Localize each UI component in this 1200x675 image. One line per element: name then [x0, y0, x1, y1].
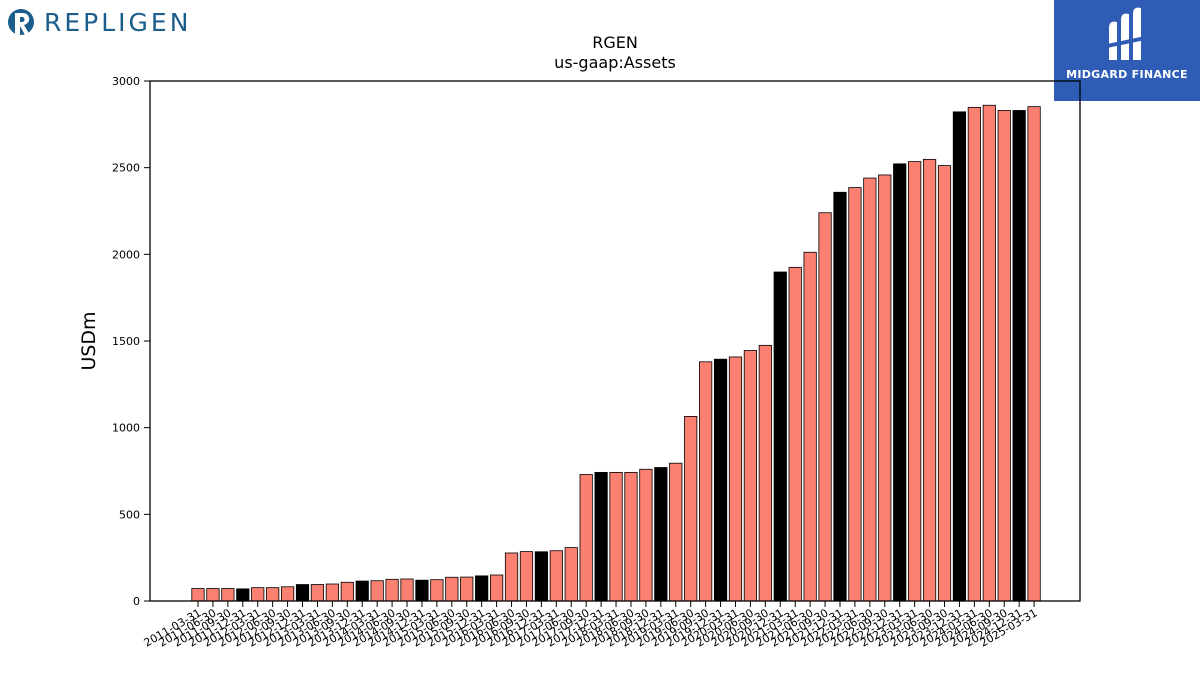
bar-2018-03-31 — [609, 471, 623, 602]
bar-2014-09-30 — [400, 578, 414, 602]
bar-2015-09-30 — [460, 576, 474, 602]
bar-2017-09-30 — [579, 474, 593, 602]
y-tick-label: 2500 — [112, 162, 140, 175]
bar-2019-12-31 — [713, 358, 728, 602]
bar-2016-09-30 — [519, 551, 534, 602]
midgard-mark-icon — [1107, 7, 1145, 61]
bar-2013-03-31 — [310, 584, 325, 602]
y-tick-label: 500 — [119, 508, 140, 521]
bar-2018-09-30 — [639, 468, 653, 602]
bar-2023-09-30 — [937, 165, 952, 602]
bar-2018-06-30 — [624, 471, 638, 602]
bar-2012-12-31 — [295, 584, 310, 602]
y-tick-label: 0 — [133, 595, 140, 608]
y-tick-label: 1000 — [112, 422, 140, 435]
bar-2017-06-30 — [564, 547, 578, 602]
midgard-wordmark: MIDGARD FINANCE — [1066, 68, 1188, 81]
repligen-logo: REPLIGEN — [6, 5, 191, 39]
bar-2013-06-30 — [325, 583, 339, 602]
bar-2023-12-31 — [952, 111, 967, 602]
bar-2011-12-31 — [236, 588, 250, 602]
bar-2019-06-30 — [684, 415, 698, 602]
bar-2019-03-31 — [669, 462, 683, 602]
chart-subtitle: us-gaap:Assets — [554, 53, 676, 72]
bar-2015-12-31 — [475, 575, 489, 602]
bar-2024-12-31 — [1012, 110, 1026, 602]
bar-2011-06-30 — [206, 588, 220, 602]
bar-2020-03-31 — [728, 356, 743, 602]
bar-2014-06-30 — [385, 578, 399, 602]
bar-2012-06-30 — [266, 587, 280, 602]
bar-2011-03-31 — [191, 588, 205, 602]
bar-2021-12-31 — [833, 191, 847, 602]
bar-2025-03-31 — [1027, 106, 1041, 602]
bar-2014-03-31 — [370, 580, 384, 602]
bar-2011-09-30 — [221, 588, 235, 602]
bar-2023-03-31 — [908, 161, 922, 602]
bar-2021-03-31 — [788, 266, 802, 602]
bar-2017-03-31 — [549, 550, 563, 602]
bar-2015-06-30 — [445, 576, 459, 602]
bar-2013-09-30 — [340, 581, 354, 602]
bar-2017-12-31 — [594, 471, 608, 602]
bar-2024-03-31 — [967, 106, 981, 602]
bar-2012-03-31 — [251, 587, 265, 602]
y-ticks-group: 0 500 1000 1500 2000 2500 3000 — [112, 75, 150, 608]
y-tick-label: 2000 — [112, 248, 140, 261]
bar-2016-03-31 — [489, 574, 504, 602]
bar-2022-12-31 — [893, 163, 907, 602]
bar-2024-09-30 — [997, 110, 1011, 602]
bar-2023-06-30 — [922, 158, 937, 602]
repligen-mark-icon — [8, 9, 34, 35]
bar-2016-06-30 — [504, 552, 519, 602]
bar-2022-06-30 — [863, 177, 877, 602]
plot-frame — [149, 80, 1081, 602]
bar-2021-06-30 — [803, 251, 817, 602]
bar-2019-09-30 — [699, 361, 713, 602]
x-ticks-group: 2011-03-312011-06-302011-09-302011-12-31… — [142, 601, 1040, 650]
bar-2018-12-31 — [654, 467, 668, 602]
bar-2016-12-31 — [534, 551, 548, 602]
bar-2020-09-30 — [758, 344, 772, 602]
bar-2022-03-31 — [848, 187, 862, 602]
midgard-finance-logo: MIDGARD FINANCE — [1054, 0, 1200, 101]
y-tick-label: 1500 — [112, 335, 140, 348]
bar-2022-09-30 — [878, 174, 892, 602]
repligen-wordmark: REPLIGEN — [44, 7, 192, 37]
chart-title: RGEN — [592, 33, 638, 52]
bar-2021-09-30 — [818, 212, 832, 602]
bar-2012-09-30 — [280, 586, 295, 602]
bar-2014-12-31 — [415, 579, 429, 602]
y-axis-label: USDm — [78, 311, 100, 370]
bar-2015-03-31 — [430, 579, 444, 602]
bar-2013-12-31 — [355, 580, 369, 602]
bar-2020-12-31 — [773, 271, 787, 602]
bars-group — [191, 104, 1041, 602]
bar-2024-06-30 — [982, 104, 996, 602]
bar-2020-06-30 — [743, 350, 758, 602]
y-tick-label: 3000 — [112, 75, 140, 88]
